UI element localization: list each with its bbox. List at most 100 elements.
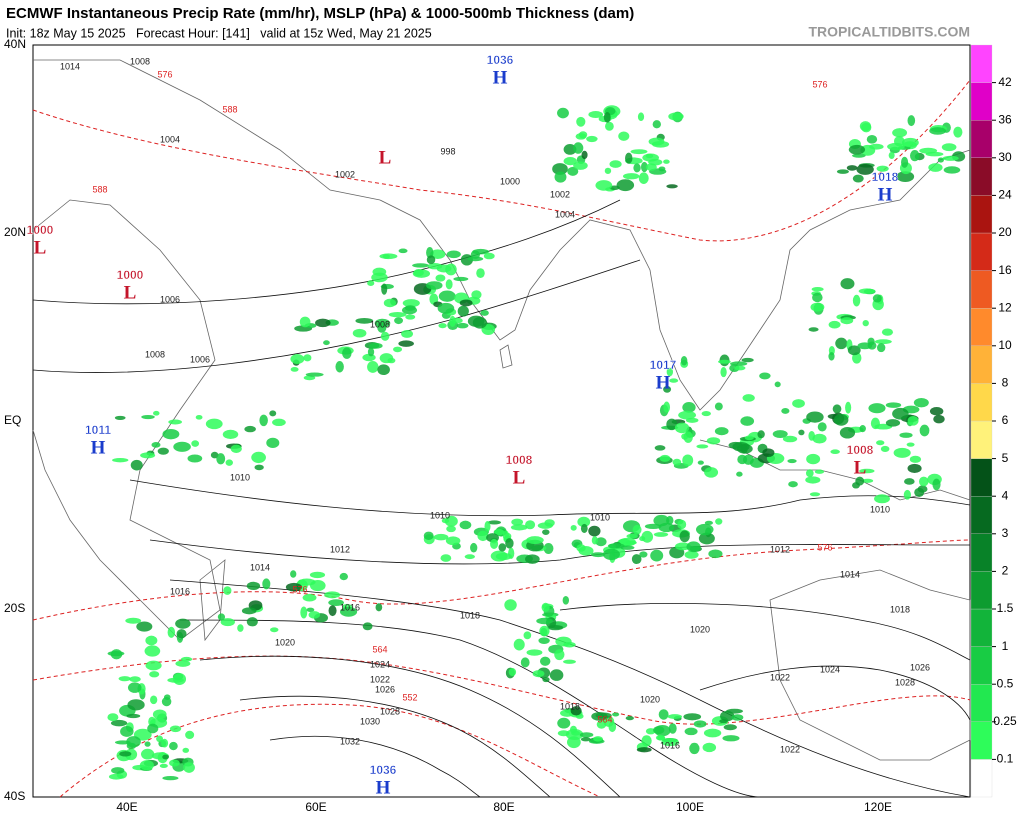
- colorbar-segment: [970, 232, 993, 271]
- colorbar-label: 8: [1002, 376, 1009, 390]
- precip-cell: [591, 711, 608, 721]
- precip-cell: [880, 445, 890, 453]
- isobar-label: 1022: [770, 672, 790, 682]
- precip-cell: [595, 537, 607, 547]
- precip-cell: [703, 728, 722, 738]
- precip-cell: [323, 340, 330, 346]
- precip-cell: [120, 726, 134, 737]
- precip-cell: [576, 544, 586, 552]
- precip-cell: [876, 343, 886, 353]
- precip-cell: [607, 543, 625, 549]
- colorbar-label: 20: [998, 225, 1012, 239]
- precip-cell: [929, 127, 947, 135]
- isobar-label: 1030: [360, 716, 380, 726]
- precip-cell: [472, 248, 490, 255]
- precip-cell: [490, 538, 499, 549]
- precip-cell: [162, 776, 179, 781]
- precip-cell: [241, 607, 257, 615]
- precip-cell: [554, 649, 565, 661]
- precip-cell: [563, 659, 576, 664]
- precip-cell: [720, 367, 727, 378]
- pressure-letter: H: [493, 67, 508, 88]
- precip-cell: [658, 166, 666, 172]
- precip-cell: [342, 347, 352, 359]
- precip-cell: [907, 415, 919, 426]
- precip-cell: [444, 515, 458, 527]
- precip-cell: [645, 153, 654, 159]
- precip-cell: [663, 401, 671, 413]
- precip-cell: [782, 435, 798, 443]
- site-name: TROPICALTIDBITS.COM: [808, 24, 970, 40]
- precip-cell: [866, 135, 878, 144]
- precip-cell: [633, 163, 641, 173]
- pressure-value: 1000: [27, 223, 54, 237]
- thickness-label: 576: [812, 79, 827, 89]
- colorbar-segment: [970, 646, 993, 685]
- precip-cell: [612, 712, 620, 717]
- precip-cell: [445, 279, 453, 290]
- precip-cell: [798, 429, 805, 436]
- precip-cell: [302, 593, 317, 602]
- precip-cell: [896, 171, 915, 183]
- precip-cell: [652, 120, 661, 129]
- lat-label: 40N: [4, 37, 26, 51]
- isobar-label: 1002: [335, 169, 355, 179]
- precip-cell: [375, 603, 383, 612]
- precip-cell: [869, 143, 884, 150]
- precip-cell: [169, 759, 180, 767]
- precip-cell: [472, 316, 487, 329]
- colorbar-segment: [970, 383, 993, 422]
- pressure-letter: L: [379, 147, 392, 168]
- lat-label: 20N: [4, 225, 26, 239]
- isobar-label: 1010: [430, 510, 450, 520]
- precip-cell: [175, 618, 191, 629]
- precip-cell: [667, 714, 683, 719]
- precip-cell: [368, 342, 383, 349]
- precip-cell: [616, 179, 635, 192]
- precip-cell: [913, 398, 929, 408]
- thickness-label: 564: [597, 714, 612, 724]
- precip-cell: [885, 402, 902, 408]
- precip-cell: [858, 288, 876, 294]
- precip-cell: [686, 541, 701, 553]
- precip-cell: [868, 403, 886, 414]
- precip-cell: [910, 150, 920, 162]
- precip-cell: [168, 419, 182, 425]
- precip-cell: [809, 492, 821, 497]
- precip-cell: [162, 428, 180, 440]
- precip-cell: [604, 167, 612, 175]
- precip-cell: [470, 542, 478, 553]
- precip-cell: [525, 520, 536, 530]
- precip-cell: [511, 518, 524, 526]
- precip-cell: [483, 252, 495, 260]
- precip-cell: [153, 410, 160, 416]
- precip-cell: [157, 447, 169, 455]
- isobar-label: 1024: [820, 664, 840, 674]
- precip-cell: [262, 578, 271, 590]
- precip-cell: [352, 328, 367, 338]
- precip-cell: [290, 354, 305, 364]
- precip-cell: [339, 606, 358, 617]
- colorbar-segment: [970, 308, 993, 346]
- precip-cell: [953, 126, 963, 138]
- precip-cell: [581, 150, 588, 160]
- precip-cell: [427, 263, 443, 270]
- precip-cell: [942, 155, 959, 161]
- precip-cell: [438, 323, 447, 329]
- precipitation: [107, 105, 966, 781]
- precip-cell: [426, 281, 443, 290]
- thickness-label: 576: [817, 542, 832, 552]
- precip-cell: [805, 476, 821, 484]
- precip-cell: [828, 320, 841, 329]
- precip-cell: [303, 375, 316, 381]
- pressure-letter: L: [513, 467, 526, 488]
- precip-cell: [653, 726, 665, 735]
- precip-cell: [118, 676, 131, 682]
- precip-cell: [682, 402, 696, 413]
- title: ECMWF Instantaneous Precip Rate (mm/hr),…: [6, 5, 634, 22]
- colorbar-segment: [970, 270, 993, 309]
- precip-cell: [666, 367, 674, 377]
- pressure-letter: L: [124, 282, 137, 303]
- precip-cell: [932, 478, 941, 491]
- isobar-label: 1022: [780, 744, 800, 754]
